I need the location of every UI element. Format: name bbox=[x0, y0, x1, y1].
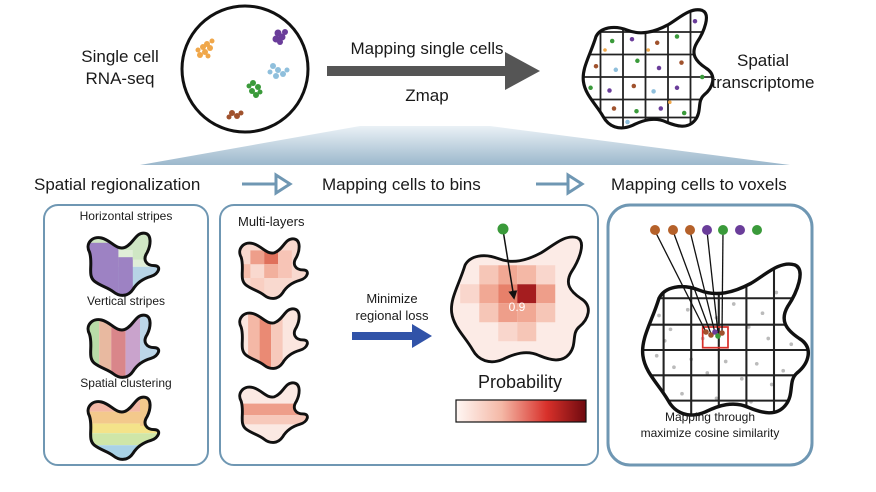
source-cells-row bbox=[650, 225, 762, 235]
single-cell-circle bbox=[180, 4, 310, 134]
horizontal-stripes-label: Horizontal stripes bbox=[80, 209, 173, 223]
cell-mapping-lines bbox=[654, 230, 724, 335]
cell-to-bin-arrow bbox=[497, 223, 518, 300]
section-mapping-cells-to-voxels: Mapping cells to voxels bbox=[611, 175, 787, 194]
minimize-label-line1: Minimize bbox=[366, 291, 417, 306]
probability-label: Probability bbox=[478, 372, 562, 392]
multi-layers-label: Multi-layers bbox=[238, 214, 305, 229]
minimize-arrow bbox=[352, 324, 432, 348]
spatial-clustering-label: Spatial clustering bbox=[80, 376, 171, 390]
spatial-label-line1: Spatial bbox=[737, 51, 789, 70]
voxel-caption-line2: maximize cosine similarity bbox=[641, 426, 780, 440]
spatial-label-line2: transcriptome bbox=[712, 73, 815, 92]
cluster-purple bbox=[272, 29, 288, 45]
zoom-fan bbox=[140, 126, 790, 165]
mapping-single-cells-label: Mapping single cells bbox=[350, 39, 503, 58]
step-arrow-2 bbox=[536, 172, 585, 196]
zmap-label: Zmap bbox=[405, 86, 448, 105]
section-spatial-regionalization: Spatial regionalization bbox=[34, 175, 200, 194]
bin-probability-value: 0.9 bbox=[509, 300, 526, 314]
probability-colorbar bbox=[455, 399, 587, 423]
step-arrow-1 bbox=[242, 172, 293, 196]
minimize-label-line2: regional loss bbox=[356, 308, 429, 323]
scrnaseq-label-line2: RNA-seq bbox=[86, 69, 155, 88]
cluster-orange bbox=[195, 38, 215, 59]
mapped-cell-endpoints bbox=[703, 329, 725, 339]
section-mapping-cells-to-bins: Mapping cells to bins bbox=[322, 175, 481, 194]
cluster-green bbox=[246, 80, 263, 98]
voxel-caption-line1: Mapping through bbox=[665, 410, 755, 424]
cluster-brown bbox=[226, 110, 244, 120]
scrnaseq-label-line1: Single cell bbox=[81, 47, 159, 66]
spatial-transcriptome-tissue bbox=[581, 8, 715, 130]
vertical-stripes-tissue bbox=[86, 313, 161, 379]
cluster-lightblue bbox=[267, 63, 290, 79]
vertical-stripes-label: Vertical stripes bbox=[87, 294, 165, 308]
mapping-arrow bbox=[327, 52, 540, 90]
